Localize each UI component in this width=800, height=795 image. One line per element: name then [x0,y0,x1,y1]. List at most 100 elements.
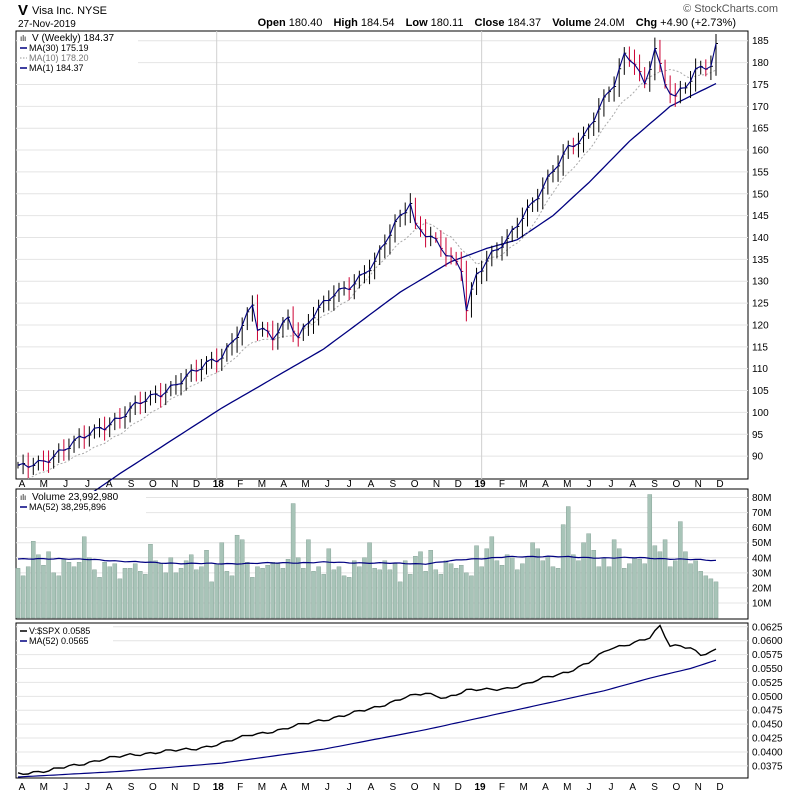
price-tick-label: 185 [752,36,769,47]
close-value: 184.37 [507,17,542,29]
volume-bar [688,563,693,619]
volume-bar [566,506,571,619]
volume-bar [560,524,566,619]
volume-bar [229,575,235,619]
month-label: D [455,782,462,793]
volume-bar [270,562,275,619]
month-label: N [433,479,440,490]
volume-bar [51,572,56,619]
month-label: O [149,479,157,490]
month-label: D [193,479,200,490]
month-label: F [499,782,505,793]
volume-bar [693,560,698,619]
price-tick-label: 160 [752,146,769,157]
volume-bar [311,571,316,619]
volume-panel-frame [15,488,749,620]
volume-bar [453,568,459,619]
volume-bar [637,559,642,619]
price-tick-label: 155 [752,167,769,178]
month-label: A [629,782,636,793]
volume-bar [178,568,184,619]
volume-bar [357,566,362,619]
volume-bar [168,557,174,619]
volume-legend-bg [18,491,146,515]
price-tick-label: 115 [752,342,768,353]
month-label: 18 [213,782,225,793]
volume-bar [509,557,515,619]
month-label: A [542,479,549,490]
month-label: M [258,782,266,793]
volume-bar [112,563,118,619]
month-label: J [63,782,68,793]
month-label: J [608,782,613,793]
bottom-x-axis: A M J J A S O N D 18 F M A M J J A S O N D 19 F M A M J J A S O N D [19,782,724,793]
volume-bar [642,563,647,619]
ratio-ma-line [17,659,717,778]
volume-bar [265,565,270,619]
volume-bar [632,557,637,619]
volume-bar [234,534,240,619]
volume-ma-line [17,555,717,565]
price-tick-label: 105 [752,386,769,397]
month-label: M [258,479,266,490]
volume-bar [616,548,622,619]
volume-bar [219,542,225,619]
ticker-symbol: V [18,2,29,19]
volume-bar [97,577,102,619]
price-tick-label: 170 [752,102,769,113]
month-label: J [587,479,592,490]
price-tick-label: 140 [752,233,769,244]
volume-bar [520,563,525,619]
price-tick-label: 95 [752,430,764,441]
volume-bar [418,551,423,619]
volume-bar [469,575,474,619]
volume-bar [596,566,602,619]
volume-bar [611,539,617,619]
volume-bar [341,575,347,619]
month-label: A [280,479,287,490]
volume-ma-legend-label: MA(52) 38,295,896 [29,502,106,512]
ma10-line [27,68,717,480]
month-label: M [520,782,528,793]
close-line-group [17,43,717,468]
volume-bar [504,554,510,619]
month-label: 19 [475,479,487,490]
chart-date: 27-Nov-2019 [18,19,76,30]
price-tick-label: 130 [752,277,769,288]
volume-tick-label: 30M [752,568,771,579]
ma10-legend-label: MA(10) 178.20 [29,53,89,63]
volume-bar [331,569,337,619]
volume-bar [550,566,556,619]
volume-tick-label: 20M [752,583,771,594]
volume-bar [428,550,433,619]
brand-watermark[interactable]: © StockCharts.com [683,3,778,15]
volume-bar [295,557,301,619]
company-name: Visa Inc. NYSE [32,5,107,17]
volume-bar [46,551,51,619]
close-line [17,43,717,468]
volume-label: Volume [552,17,592,29]
volume-bar [117,578,123,619]
price-x-axis: A M J J A S O N D 18 F M A M J J A S O N D 19 F M A M J J A S O N D [19,479,724,490]
volume-bar [627,563,632,619]
month-label: A [542,782,549,793]
month-label: D [455,479,462,490]
price-tick-label: 145 [752,211,769,222]
volume-bar [199,566,204,619]
price-tick-label: 110 [752,364,768,375]
volume-bar [224,571,230,619]
price-legend: ılı V (Weekly) 184.37 MA(30) 175.19 MA(1… [18,33,138,77]
volume-bar [301,568,306,619]
volume-tick-label: 80M [752,493,771,504]
volume-panel: 10M 20M 30M 40M 50M 60M 70M 80M ılı Volume 23,9… [15,488,771,620]
volume-bar [622,568,627,619]
month-label: A [19,479,26,490]
ratio-ma-legend-label: MA(52) 0.0565 [29,636,89,646]
month-label: A [368,479,375,490]
volume-bar [377,569,382,619]
month-label: D [716,782,723,793]
month-label: S [651,782,658,793]
volume-bar [173,572,179,619]
month-label: M [40,479,48,490]
